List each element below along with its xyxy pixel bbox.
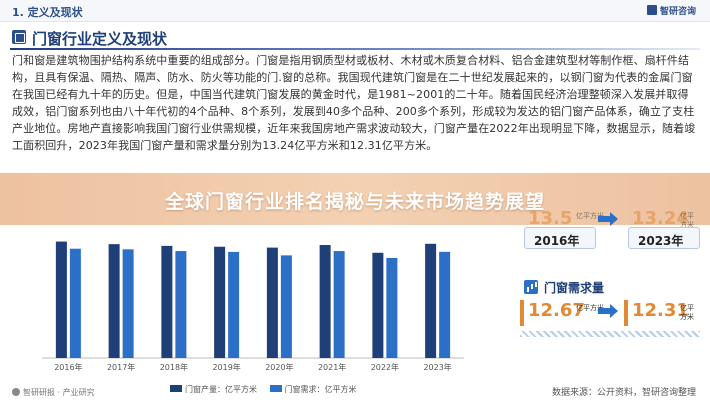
production-unit-right: 亿平方米 xyxy=(680,212,694,229)
x-tick-label: 2020年 xyxy=(265,362,293,372)
x-tick-label: 2016年 xyxy=(54,362,82,372)
footer-source: 数据来源：公开资料，智研咨询整理 xyxy=(551,388,696,398)
brand-logo: 智研咨询 xyxy=(646,4,696,17)
bar-demand xyxy=(175,251,187,358)
bar-production xyxy=(161,245,173,358)
production-unit-left: 亿平方米 xyxy=(576,212,604,220)
bar-demand xyxy=(122,249,134,358)
footer-left-text: 智研研报 · 产业研究 xyxy=(23,388,95,397)
production-panel: 13.5 亿平方米 13.24 亿平方米 2016年 2023年 xyxy=(520,196,700,258)
overlay-banner: 全球门窗行业排名揭秘与未来市场趋势展望 xyxy=(0,173,710,225)
chart-icon xyxy=(524,280,538,294)
bar-production xyxy=(108,244,120,358)
window-icon xyxy=(12,30,26,44)
chart-area: 2016年 2017年 2018年 2019年 2020年 2021年 2022年 2023年 xyxy=(24,200,474,380)
legend-swatch-production xyxy=(170,385,182,392)
production-value-2023: 13.24 xyxy=(632,208,689,229)
arrow-right-icon xyxy=(598,304,618,318)
bar-demand xyxy=(69,248,81,358)
demand-unit-left: 亿平方米 xyxy=(576,304,604,312)
x-tick-label: 2023年 xyxy=(423,362,451,372)
x-tick-label: 2022年 xyxy=(371,362,399,372)
demand-value-left: 12.67 xyxy=(528,300,585,321)
bar-demand xyxy=(386,257,398,358)
footer-left: 智研研报 · 产业研究 xyxy=(12,387,95,398)
section-label: 1. 定义及现状 xyxy=(12,6,83,19)
brand-icon xyxy=(12,388,20,396)
x-tick-label: 2018年 xyxy=(160,362,188,372)
x-tick-label: 2019年 xyxy=(212,362,240,372)
demand-panel: 门窗需求量 12.67 亿平方米 12.31 亿平方米 xyxy=(520,278,700,340)
bar-demand xyxy=(333,251,345,358)
year-box-left xyxy=(524,227,596,249)
bar-demand xyxy=(228,251,240,358)
demand-heading: 门窗需求量 xyxy=(544,281,605,295)
page-title-block: 门窗行业定义及现状 xyxy=(10,26,700,50)
logo-text: 智研咨询 xyxy=(659,7,696,17)
bar-production xyxy=(319,245,331,358)
intro-paragraph: 门和窗是建筑物围护结构系统中重要的组成部分。门窗是指用钢质型材或板材、木材或木质… xyxy=(12,54,696,152)
bar-demand xyxy=(439,251,451,358)
bar-production xyxy=(266,247,278,358)
logo-icon xyxy=(646,5,657,15)
bar-production xyxy=(214,246,226,358)
legend-demand: 门窗需求：亿平方米 xyxy=(284,385,357,394)
demand-value-right: 12.31 xyxy=(632,300,689,321)
top-bar: 1. 定义及现状 智研咨询 xyxy=(0,0,710,22)
bar-production xyxy=(55,241,67,358)
page-title: 门窗行业定义及现状 xyxy=(32,30,168,48)
bar-production xyxy=(372,252,384,358)
demand-unit-right: 亿平方米 xyxy=(680,304,694,321)
demand-panel-header: 门窗需求量 xyxy=(520,278,700,296)
accent-bar-right xyxy=(624,300,628,326)
year-right: 2023年 xyxy=(638,234,684,248)
bar-demand xyxy=(280,255,292,358)
legend-swatch-demand xyxy=(269,385,282,392)
year-box-right xyxy=(628,227,700,249)
year-left: 2016年 xyxy=(534,234,580,248)
chart-legend: 门窗产量：亿平方米 门窗需求：亿平方米 xyxy=(160,384,357,395)
banner-title: 全球门窗行业排名揭秘与未来市场趋势展望 xyxy=(164,191,545,213)
bar-chart: 2016年 2017年 2018年 2019年 2020年 2021年 2022年 2023年 xyxy=(42,241,464,372)
bar-production xyxy=(425,243,437,358)
legend-production: 门窗产量：亿平方米 xyxy=(185,385,257,394)
production-value-2016: 13.5 xyxy=(528,208,573,229)
accent-bar-left xyxy=(520,300,524,326)
decorative-stripe xyxy=(520,331,700,337)
title-underline xyxy=(10,48,700,50)
x-tick-label: 2021年 xyxy=(318,362,346,372)
arrow-right-icon xyxy=(598,212,618,226)
x-tick-label: 2017年 xyxy=(107,362,135,372)
